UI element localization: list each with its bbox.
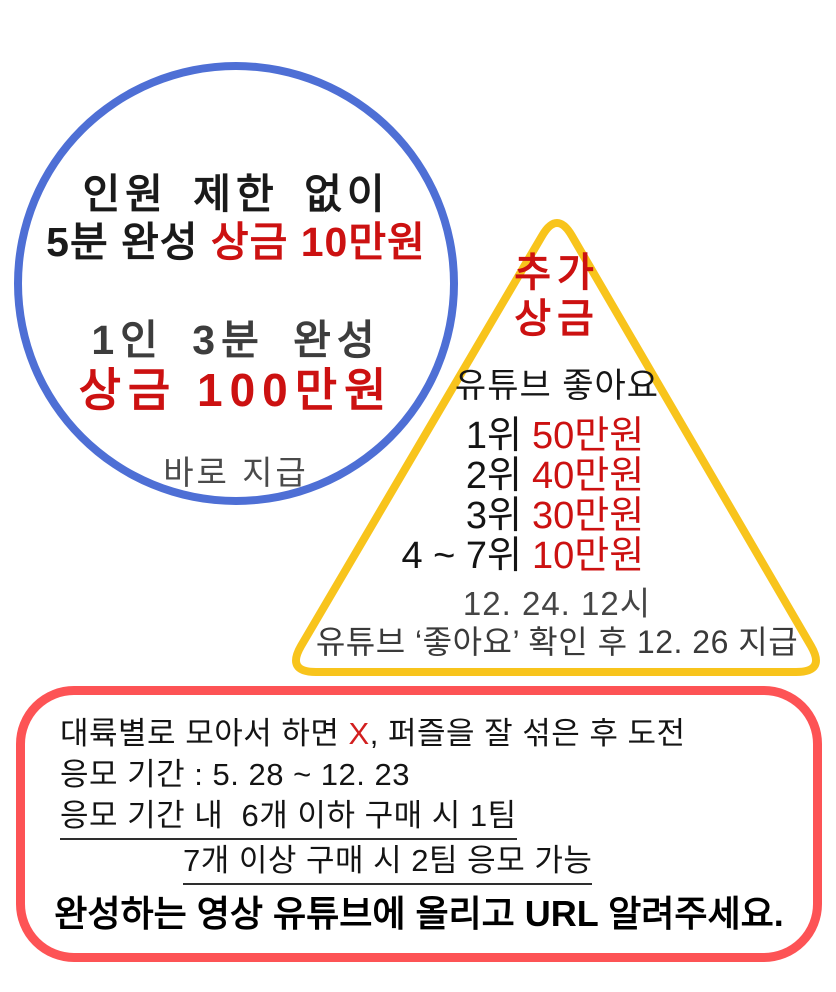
likes-count-deadline: 12. 24. 12시 (462, 585, 652, 622)
extra-prize-title: 추가 상금 (514, 250, 600, 342)
rank-label: 4 ~ 7위 (401, 535, 522, 577)
rule-one-team-condition: 응모 기간 내 6개 이하 구매 시 1팀 (60, 796, 517, 840)
rank-prize: 30만원 (532, 495, 645, 537)
rank-prize: 40만원 (532, 455, 645, 497)
contest-rules-box: 대륙별로 모아서 하면 X, 퍼즐을 잘 섞은 후 도전 응모 기간 : 5. … (16, 686, 822, 962)
rule-entry-period: 응모 기간 : 5. 28 ~ 12. 23 (60, 757, 410, 792)
rank-prize: 10만원 (532, 535, 645, 577)
solo-prize-amount: 상금 100만원 (78, 364, 394, 416)
rule4-underlined-text: 7개 이상 구매 시 2팀 응모 가능 (183, 843, 593, 885)
rule1-pre: 대륙별로 모아서 하면 (60, 716, 349, 751)
youtube-likes-subtitle: 유튜브 좋아요 (454, 367, 660, 405)
solo-three-min-line: 1인 3분 완성 (91, 317, 381, 363)
rule-no-continent-grouping: 대륙별로 모아서 하면 X, 퍼즐을 잘 섞은 후 도전 (60, 714, 686, 754)
rule-upload-video-url: 완성하는 영상 유튜브에 올리고 URL 알려주세요. (54, 893, 784, 934)
five-min-label: 5분 완성 (46, 219, 211, 265)
rank-prize-table: 1위 50만원 2위 40만원 3위 30만원 4 ~ 7위 10만원 (362, 416, 712, 576)
extra-prize-title-line1: 추가 (514, 251, 600, 295)
rank-row-2: 2위 40만원 (362, 456, 712, 496)
rank-label: 3위 (465, 495, 522, 537)
rank-prize: 50만원 (532, 415, 645, 457)
rank-label: 2위 (465, 455, 522, 497)
no-limit-headline: 인원 제한 없이 (82, 171, 390, 217)
five-min-prize-line: 5분 완성 상금 10만원 (22, 218, 450, 266)
rule-two-team-condition: 7개 이상 구매 시 2팀 응모 가능 (183, 841, 593, 885)
rank-label: 1위 (465, 415, 522, 457)
five-min-prize-amount: 상금 10만원 (210, 219, 426, 265)
extra-prize-title-line2: 상금 (514, 297, 600, 341)
main-prize-circle: 인원 제한 없이 5분 완성 상금 10만원 1인 3분 완성 상금 100만원… (14, 62, 458, 505)
immediate-payment-note: 바로 지급 (163, 454, 309, 491)
rule1-post: , 퍼즐을 잘 섞은 후 도전 (369, 716, 686, 751)
likes-payout-note: 유튜브 ‘좋아요’ 확인 후 12. 26 지급 (315, 624, 799, 660)
rule1-x-mark: X (348, 716, 370, 751)
rank-row-3: 3위 30만원 (362, 496, 712, 536)
rank-row-1: 1위 50만원 (362, 416, 712, 456)
rank-row-4: 4 ~ 7위 10만원 (362, 536, 712, 576)
rule3-underlined-text: 응모 기간 내 6개 이하 구매 시 1팀 (60, 798, 517, 840)
